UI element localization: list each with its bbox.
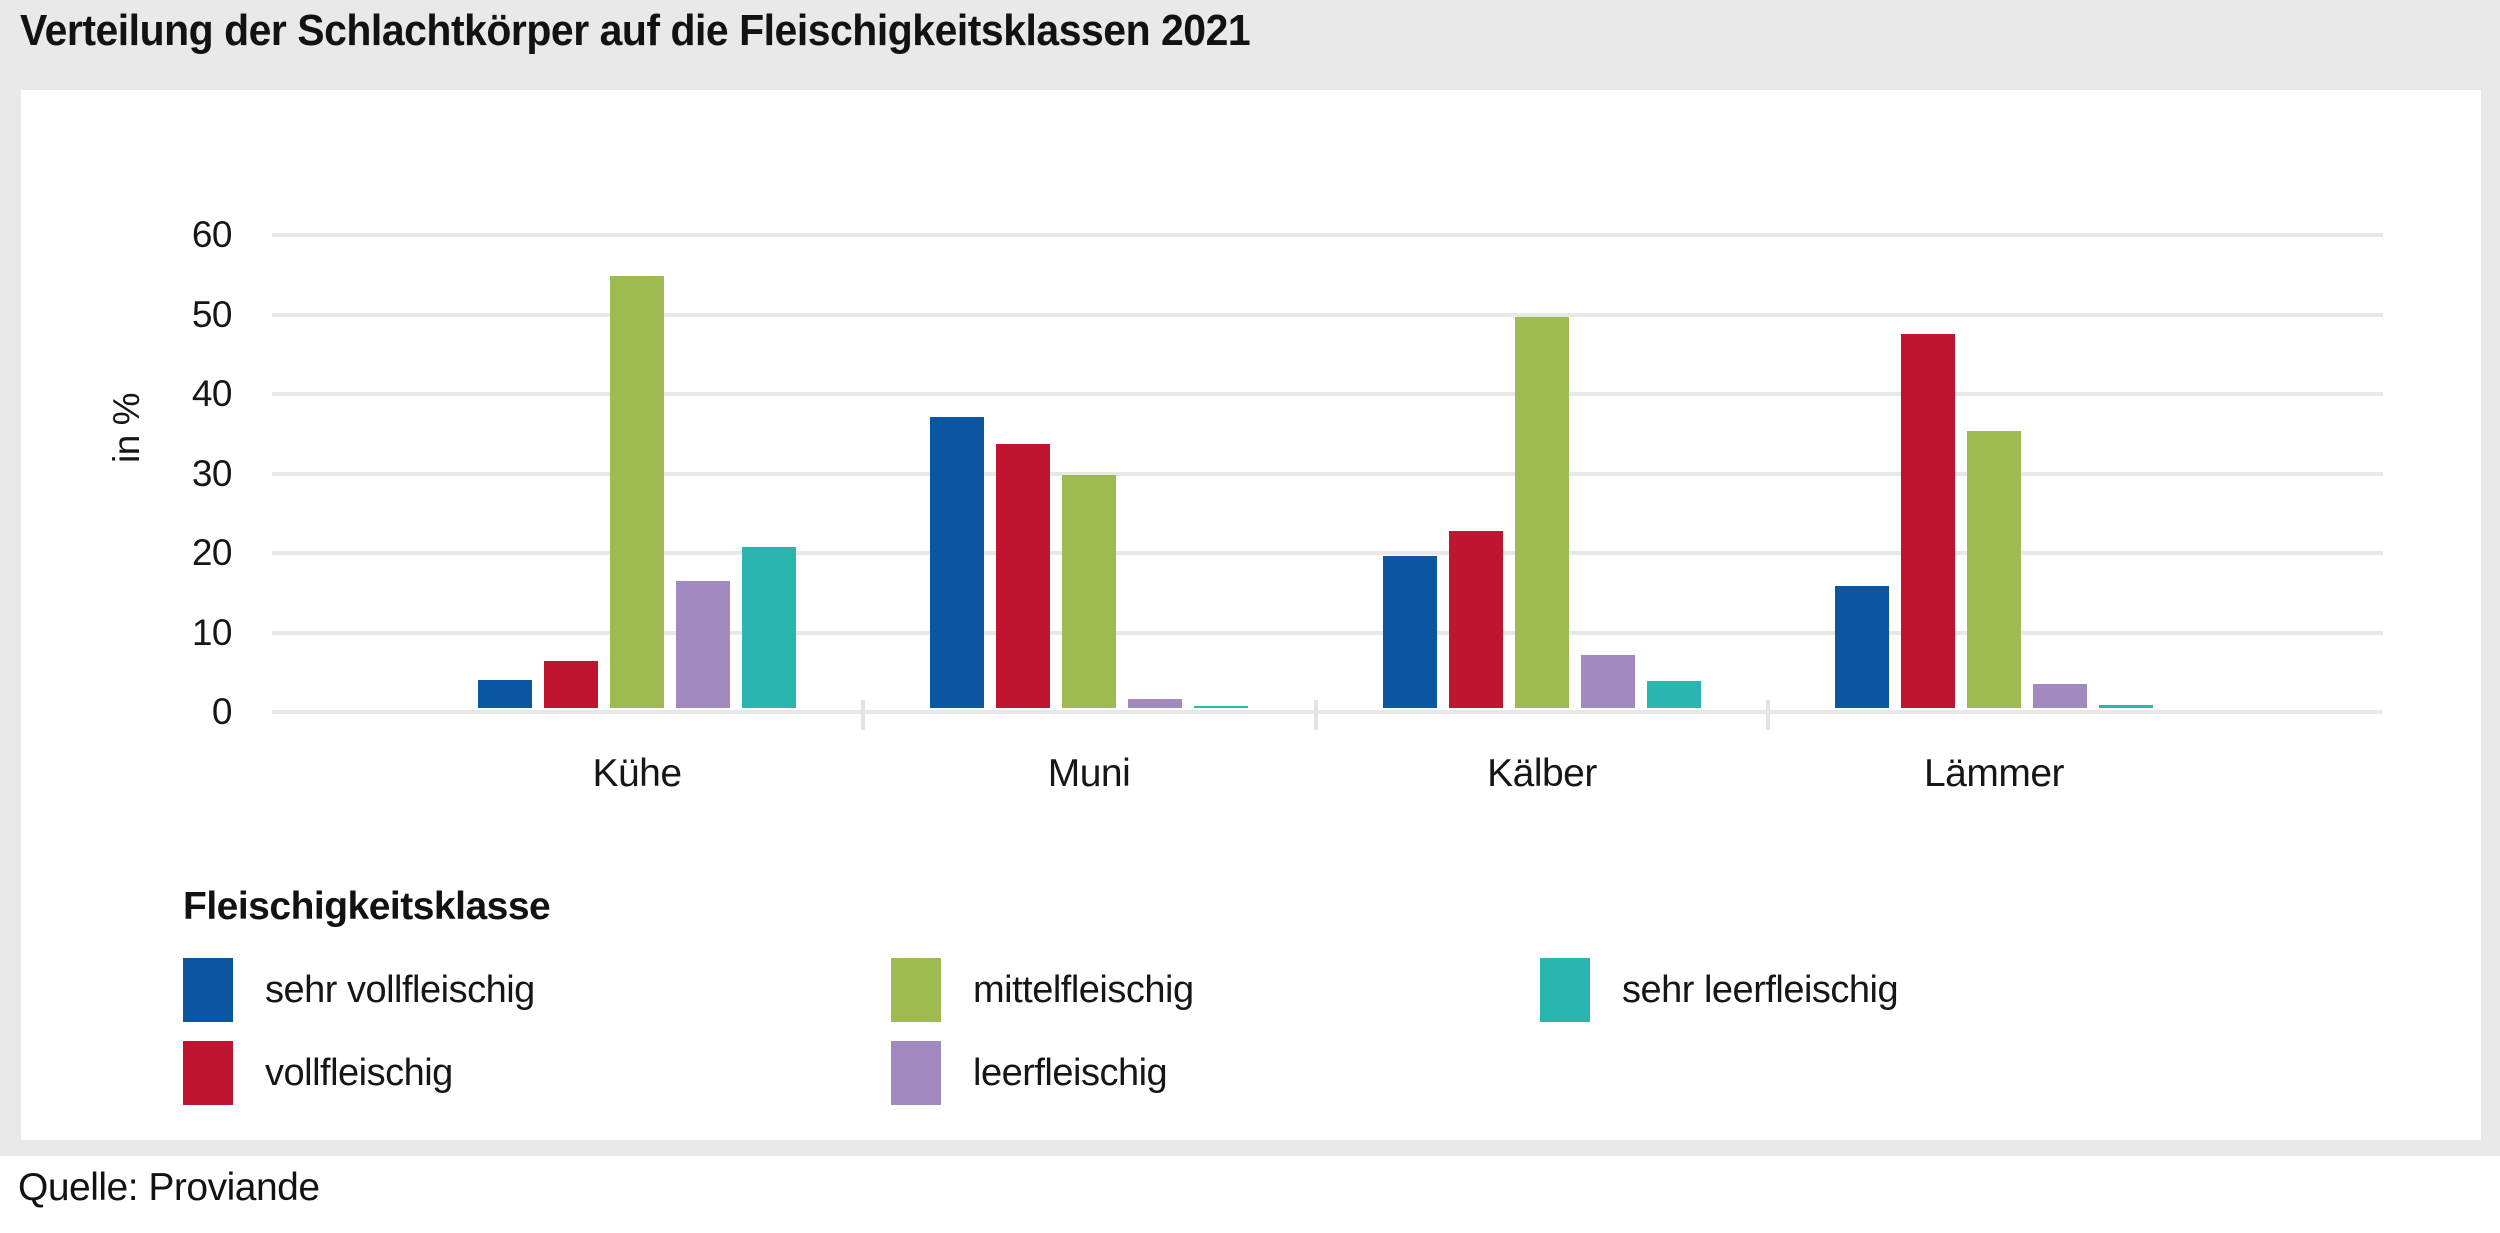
gridline-30 [272, 471, 2383, 476]
bar-kalber-mittelfleischig [1515, 317, 1569, 708]
legend-label-sehr-leerfleischig: sehr leerfleischig [1622, 969, 1899, 1011]
bar-kalber-leerfleischig [1581, 655, 1635, 708]
bar-muni-sehr-leerfleischig [1194, 706, 1248, 708]
bar-muni-vollfleischig [996, 444, 1050, 708]
bar-kalber-vollfleischig [1449, 531, 1503, 708]
bar-muni-sehr-vollfleischig [930, 417, 984, 708]
bar-muni-mittelfleischig [1062, 475, 1116, 708]
y-tick-label: 20 [191, 532, 233, 573]
bar-kalber-sehr-vollfleischig [1383, 556, 1437, 708]
gridline-10 [272, 630, 2383, 635]
bar-kuhe-sehr-leerfleischig [742, 547, 796, 708]
gridline-40 [272, 392, 2383, 396]
legend-swatch-vollfleischig [183, 1041, 233, 1105]
category-separator-tick [1766, 700, 1770, 730]
y-tick-label: 30 [191, 452, 233, 494]
chart-title: Verteilung der Schlachtkörper auf die Fl… [20, 6, 1251, 55]
bar-muni-leerfleischig [1128, 699, 1182, 708]
y-tick-label: 40 [191, 373, 233, 414]
legend-swatch-mittelfleischig [891, 958, 941, 1022]
bar-kuhe-vollfleischig [544, 661, 598, 708]
x-category-label-kuhe: Kühe [592, 752, 682, 795]
x-category-label-kalber: Kälber [1487, 752, 1597, 795]
legend-label-sehr-vollfleischig: sehr vollfleischig [265, 969, 535, 1011]
category-separator-tick [861, 700, 865, 730]
bar-lammer-leerfleischig [2033, 684, 2087, 708]
bar-kuhe-leerfleischig [676, 581, 730, 708]
bar-kuhe-sehr-vollfleischig [478, 680, 532, 708]
legend-swatch-sehr-vollfleischig [183, 958, 233, 1022]
legend-label-vollfleischig: vollfleischig [265, 1052, 453, 1094]
chart-panel: in % 0 10 20 30 40 50 60 Kühe Muni Kälber Lämmer … [21, 90, 2481, 1140]
legend-swatch-leerfleischig [891, 1041, 941, 1105]
gridline-50 [272, 312, 2383, 317]
legend-label-mittelfleischig: mittelfleischig [973, 969, 1194, 1011]
x-category-label-lammer: Lämmer [1923, 752, 2065, 795]
bar-lammer-mittelfleischig [1967, 431, 2021, 708]
x-category-label-muni: Muni [1047, 752, 1131, 795]
y-tick-label: 10 [191, 611, 233, 653]
legend-title: Fleischigkeitsklasse [183, 885, 551, 928]
legend-swatch-sehr-leerfleischig [1540, 958, 1590, 1022]
category-separator-tick [1313, 700, 1318, 730]
bar-lammer-vollfleischig [1901, 334, 1955, 708]
source-note: Quelle: Proviande [18, 1166, 320, 1209]
y-tick-label: 0 [211, 691, 233, 732]
gridline-0 [272, 710, 2383, 714]
gridline-60 [272, 233, 2383, 237]
plot-area: 0 10 20 30 40 50 60 [192, 214, 2383, 732]
legend-label-leerfleischig: leerfleischig [973, 1052, 1168, 1094]
gridline-20 [272, 551, 2383, 555]
bar-kalber-sehr-leerfleischig [1647, 681, 1701, 708]
bar-lammer-sehr-vollfleischig [1835, 586, 1889, 708]
bar-kuhe-mittelfleischig [610, 276, 664, 708]
y-tick-label: 60 [191, 214, 233, 255]
bar-lammer-sehr-leerfleischig [2099, 705, 2153, 708]
y-tick-label: 50 [191, 293, 233, 335]
